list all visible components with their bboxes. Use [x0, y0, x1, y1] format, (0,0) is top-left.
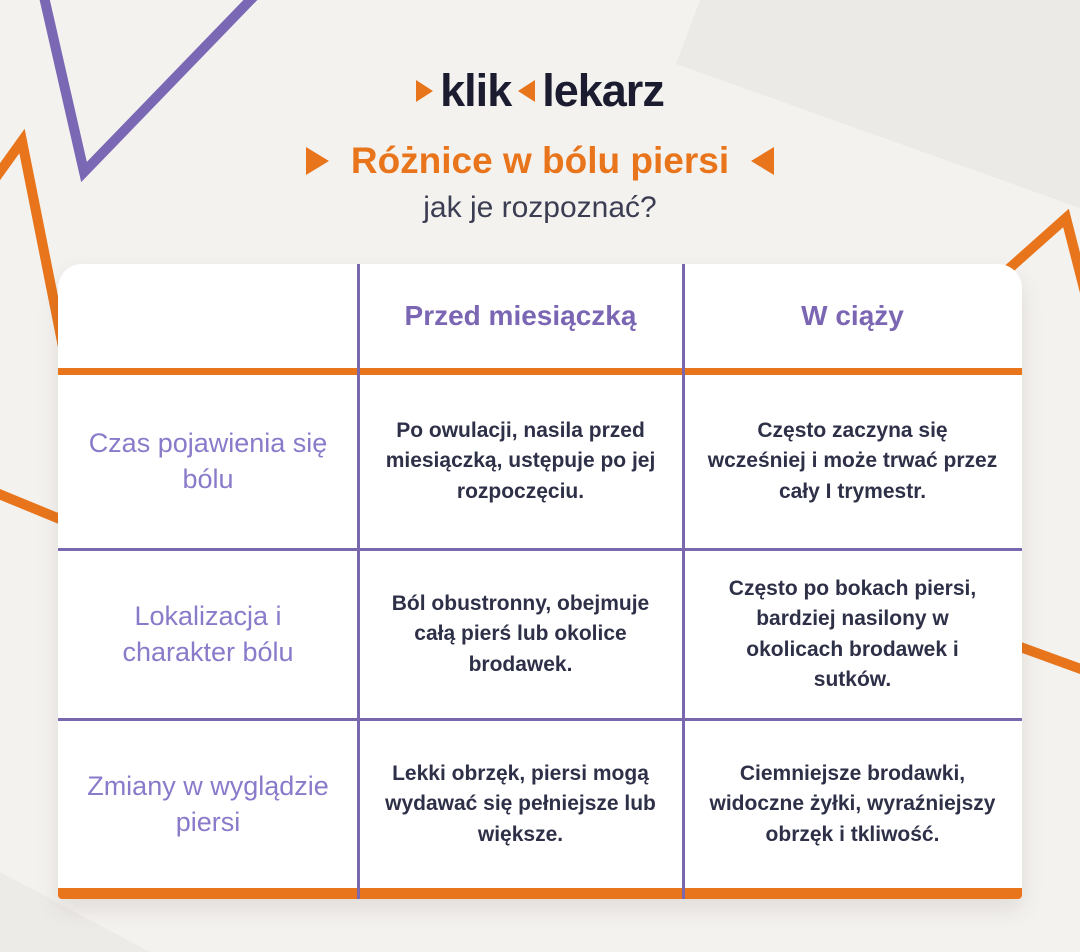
- header-divider-bar: [58, 368, 1022, 375]
- table-row: Zmiany w wyglądzie piersi Lekki obrzęk, …: [58, 721, 1022, 888]
- cell-w-ciazy: Często po bokach piersi, bardziej nasilo…: [728, 576, 977, 691]
- logo-arrow-left-icon: [518, 79, 536, 102]
- logo-word-lekarz: lekarz: [542, 65, 665, 116]
- table-row: Czas pojawienia się bólu Po owulacji, na…: [58, 375, 1022, 548]
- orange-zigzag-left: [0, 128, 71, 363]
- orange-line-right-lower: [1010, 639, 1080, 674]
- cell-w-ciazy: Często zaczyna się wcześniej i może trwa…: [707, 418, 998, 503]
- row-divider: [58, 718, 1022, 721]
- column-divider-1: [357, 264, 360, 899]
- column-divider-2: [682, 264, 685, 899]
- row-label: Lokalizacja i charakter bólu: [122, 601, 294, 667]
- gray-corner-shape: [676, 0, 1080, 208]
- cell-przed-miesiaczka: Ból obustronny, obejmuje całą pierś lub …: [391, 591, 650, 676]
- header-cell-w-ciazy: W ciąży: [801, 300, 904, 331]
- page-subtitle: jak je rozpoznać?: [423, 191, 657, 224]
- table-row: Lokalizacja i charakter bólu Ból obustro…: [58, 551, 1022, 718]
- header-cell-przed-miesiaczka: Przed miesiączką: [404, 300, 637, 331]
- purple-zigzag-line: [39, 0, 258, 183]
- comparison-table: Przed miesiączką W ciąży Czas pojawienia…: [58, 264, 1022, 899]
- logo: klik lekarz: [0, 68, 1080, 113]
- gray-bottom-left-shape: [0, 872, 150, 952]
- title-arrow-right-icon: [305, 146, 329, 175]
- row-divider: [58, 548, 1022, 551]
- row-label: Czas pojawienia się bólu: [88, 428, 328, 494]
- logo-word-klik: klik: [440, 65, 512, 116]
- cell-w-ciazy: Ciemniejsze brodawki, widoczne żyłki, wy…: [709, 761, 996, 846]
- table-header-row: Przed miesiączką W ciąży: [58, 264, 1022, 368]
- page-title: Różnice w bólu piersi: [350, 140, 730, 181]
- title-arrow-left-icon: [751, 146, 775, 175]
- logo-arrow-right-icon: [416, 79, 434, 102]
- page-title-row: Różnice w bólu piersi: [0, 142, 1080, 179]
- cell-przed-miesiaczka: Po owulacji, nasila przed miesiączką, us…: [385, 418, 656, 503]
- table-bottom-bar: [58, 888, 1022, 899]
- row-label: Zmiany w wyglądzie piersi: [87, 771, 329, 837]
- cell-przed-miesiaczka: Lekki obrzęk, piersi mogą wydawać się pe…: [385, 761, 656, 846]
